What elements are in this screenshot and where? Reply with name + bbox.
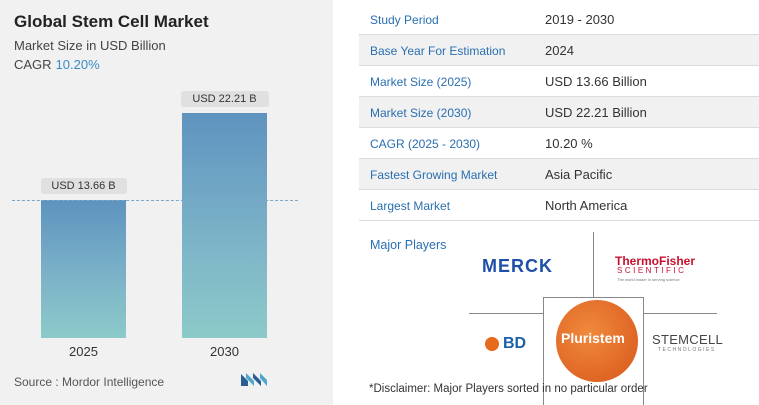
players-divider: [543, 297, 544, 405]
source-text: Source : Mordor Intelligence: [14, 375, 165, 389]
row-key: Market Size (2030): [370, 106, 472, 120]
chart-title: Global Stem Cell Market: [14, 12, 209, 31]
thermofisher-logo-sub: SCIENTIFIC: [617, 266, 687, 275]
x-tick-label: 2030: [210, 344, 239, 359]
disclaimer-text: *Disclaimer: Major Players sorted in no …: [369, 383, 648, 395]
players-divider: [469, 313, 543, 314]
players-divider: [643, 297, 644, 405]
table-row: Base Year For Estimation 2024: [359, 35, 759, 66]
merck-logo[interactable]: MERCK: [482, 256, 553, 276]
pluristem-logo-icon[interactable]: [556, 300, 638, 382]
players-divider: [593, 232, 594, 297]
players-divider: [643, 313, 717, 314]
row-key: Study Period: [370, 13, 439, 27]
table-row: Largest Market North America: [359, 190, 759, 221]
cagr-label: CAGR: [14, 57, 52, 72]
row-key: Base Year For Estimation: [370, 44, 506, 58]
row-key: Largest Market: [370, 199, 451, 213]
cagr-value: 10.20%: [55, 57, 100, 72]
bd-sun-icon: [485, 337, 499, 351]
row-value: USD 13.66 Billion: [545, 74, 647, 89]
row-key: CAGR (2025 - 2030): [370, 137, 481, 151]
row-value: 2024: [545, 43, 574, 58]
row-value: 2019 - 2030: [545, 12, 615, 27]
chart-card: Global Stem Cell Market Market Size in U…: [0, 0, 333, 405]
table-row: Market Size (2025) USD 13.66 Billion: [359, 66, 759, 97]
market-summary-table: Study Period 2019 - 2030 Base Year For Es…: [359, 4, 759, 221]
cagr-line: CAGR 10.20%: [14, 57, 100, 72]
row-key: Market Size (2025): [370, 75, 472, 89]
thermofisher-tagline: The world leader in serving science: [617, 277, 680, 282]
major-players-label: Major Players: [370, 238, 447, 252]
bar-2030: [182, 113, 267, 338]
players-divider: [543, 297, 644, 298]
row-value: North America: [545, 198, 628, 213]
mordor-intelligence-logo-icon: [241, 373, 267, 386]
table-row: Study Period 2019 - 2030: [359, 4, 759, 35]
stemcell-logo-sub: TECHNOLOGIES: [658, 347, 716, 353]
row-value: Asia Pacific: [545, 167, 613, 182]
reference-line: [12, 200, 298, 201]
chart-subtitle: Market Size in USD Billion: [14, 38, 166, 53]
table-row: Market Size (2030) USD 22.21 Billion: [359, 97, 759, 128]
bar-2025: [41, 200, 126, 338]
table-row: CAGR (2025 - 2030) 10.20 %: [359, 128, 759, 159]
row-value: 10.20 %: [545, 136, 593, 151]
thermofisher-logo[interactable]: ThermoFisher: [615, 254, 696, 268]
bar-data-label: USD 22.21 B: [180, 91, 269, 107]
row-key: Fastest Growing Market: [370, 168, 498, 182]
pluristem-logo: Pluristem: [561, 330, 625, 346]
row-value: USD 22.21 Billion: [545, 105, 647, 120]
bd-logo[interactable]: BD: [503, 335, 527, 352]
stemcell-logo[interactable]: STEMCELL: [652, 332, 724, 347]
x-tick-label: 2025: [69, 344, 98, 359]
bar-data-label: USD 13.66 B: [40, 178, 127, 194]
table-row: Fastest Growing Market Asia Pacific: [359, 159, 759, 190]
